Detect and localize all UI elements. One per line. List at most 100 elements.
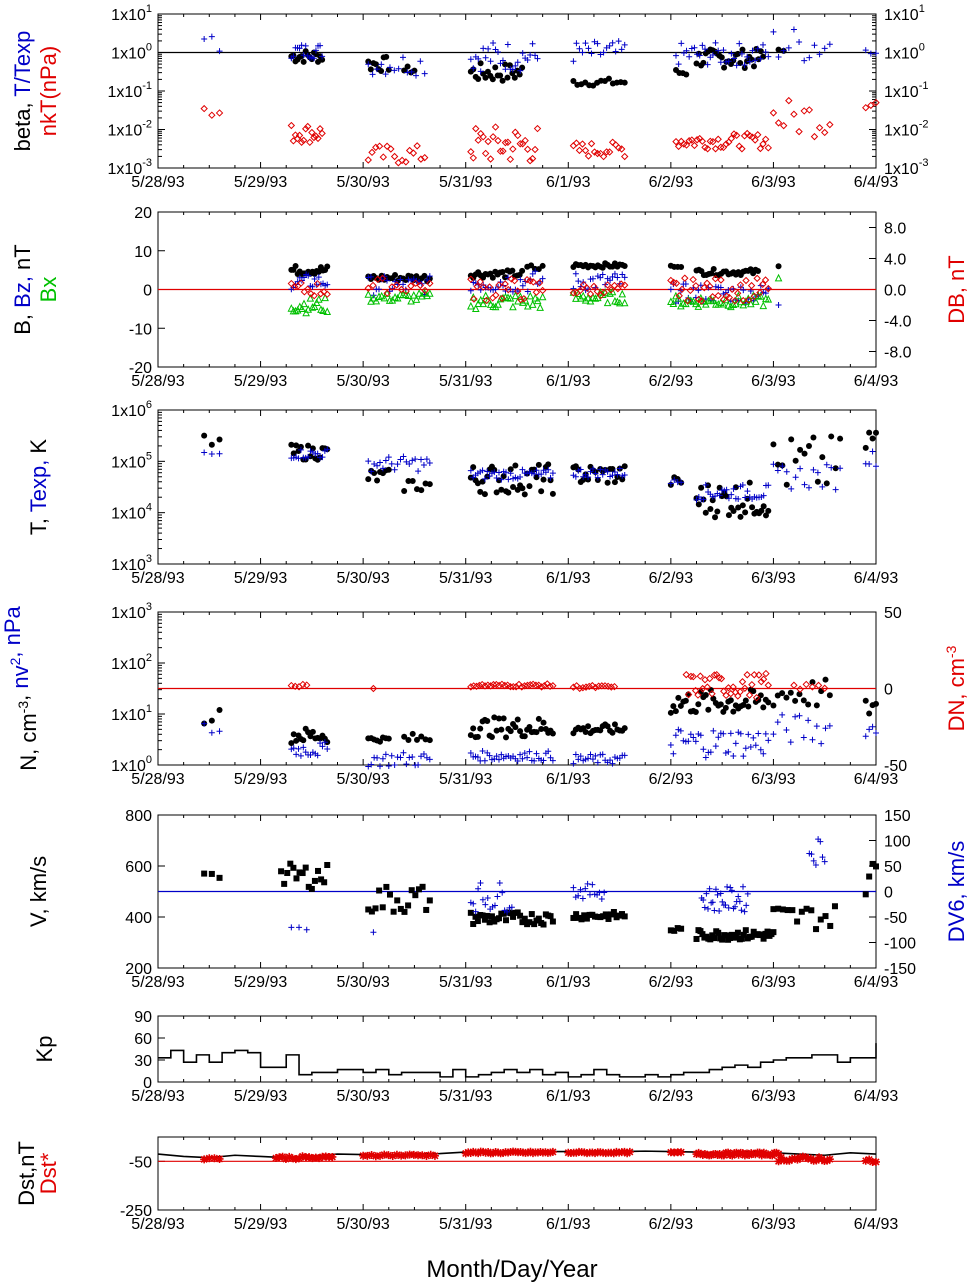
data-point [872,98,880,107]
data-point [720,687,728,695]
data-point [623,1149,632,1158]
data-point [495,915,502,922]
data-point [695,701,702,708]
data-point [788,485,795,492]
data-point [528,911,535,918]
data-point [415,761,422,768]
data-point [406,460,413,467]
y-tick-label: 0 [143,1075,152,1092]
data-point [494,136,502,145]
data-point [743,671,751,679]
data-point [504,908,511,915]
data-point [314,752,321,759]
data-point [678,285,686,293]
data-point [376,459,383,466]
data-point [691,686,700,695]
data-point [408,68,415,75]
data-point [514,486,521,493]
left-axis-label-secondary: Bx [36,277,61,303]
y-tick-label: 1x10-1 [108,80,152,101]
data-point [500,910,507,917]
data-point [585,755,592,762]
data-point [386,64,393,71]
data-point [770,906,777,913]
data-point [521,750,528,757]
data-point [732,934,739,941]
data-point [869,435,876,442]
x-tick-label: 6/3/93 [751,974,796,991]
data-point [672,279,681,287]
data-point [397,276,404,283]
data-point [787,689,794,696]
x-tick-label: 5/30/93 [336,373,389,390]
data-point [614,144,623,152]
data-point [575,892,582,899]
data-point [377,291,386,300]
data-point [536,303,544,311]
data-point [476,278,484,286]
data-point [718,54,725,61]
data-point [482,901,489,908]
data-point [365,458,372,465]
data-point [523,301,532,310]
data-point [305,883,312,890]
data-point [424,277,431,284]
data-point [737,730,744,737]
data-point [730,753,737,760]
data-point [576,286,584,295]
data-point [492,64,499,71]
data-point [470,900,477,907]
x-tick-label: 6/4/93 [854,1088,899,1105]
data-point [805,106,814,114]
x-tick-label: 5/30/93 [336,1216,389,1233]
data-point [739,46,746,53]
data-point [727,697,734,704]
data-point [736,281,745,289]
data-point [533,474,540,481]
x-tick-label: 5/29/93 [234,1088,287,1105]
data-point [484,912,491,919]
data-point [314,134,322,143]
data-point [800,734,807,741]
data-point [727,935,734,942]
data-point [287,860,294,867]
data-point [621,725,628,732]
data-point [752,742,759,749]
data-point [293,875,300,882]
data-point [867,50,874,57]
data-point [315,274,322,281]
data-point [755,730,762,737]
data-point [683,71,690,78]
data-point [700,897,707,904]
left-axis-label: beta, T/Texp [10,31,35,152]
data-point [667,286,674,293]
data-point [599,264,606,271]
data-point [670,750,677,757]
data-point [869,860,876,867]
data-point [512,724,519,731]
data-point [682,697,689,704]
data-point [306,138,314,147]
data-point [764,144,773,152]
data-point [742,276,750,285]
data-point [600,288,608,297]
data-point [794,918,801,925]
data-point [821,684,829,692]
data-point [516,292,525,300]
y-tick-label: 1x105 [111,450,152,471]
data-point [710,265,717,272]
data-point [495,756,502,763]
data-point [769,109,778,117]
data-point [426,289,434,297]
data-point [683,47,690,54]
data-point [792,474,799,481]
data-point [812,862,819,869]
x-tick-label: 5/29/93 [234,1216,287,1233]
data-point [290,745,297,752]
data-point [570,760,577,767]
data-point [370,929,377,936]
data-point [620,1147,629,1156]
data-point [533,750,540,757]
data-point [572,294,580,302]
data-point [687,731,694,738]
